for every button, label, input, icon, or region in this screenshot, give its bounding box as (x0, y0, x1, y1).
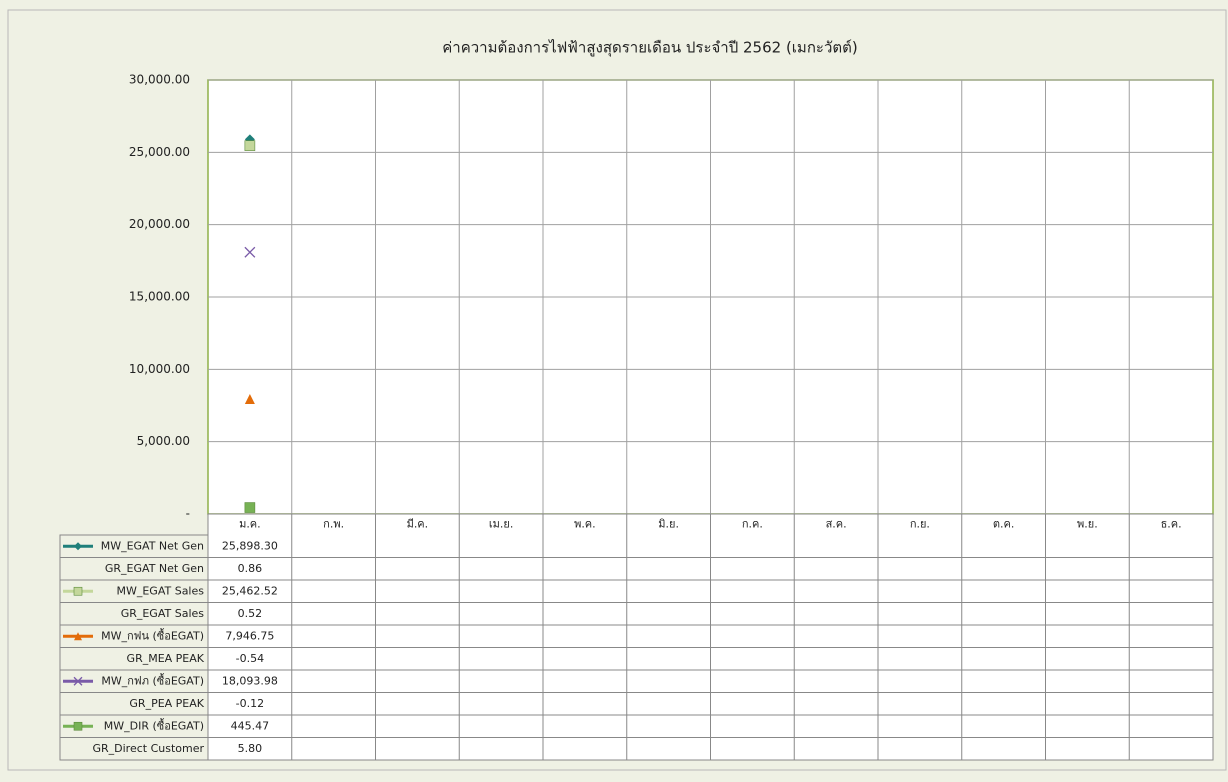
legend-label: GR_PEA PEAK (129, 697, 204, 710)
x-tick-label: พ.ค. (574, 518, 596, 531)
table-value: 5.80 (238, 742, 263, 755)
chart-title: ค่าความต้องการไฟฟ้าสูงสุดรายเดือน ประจำป… (442, 39, 857, 58)
table-value: -0.12 (236, 697, 264, 710)
legend-label: MW_DIR (ซื้อEGAT) (104, 717, 204, 732)
point (244, 246, 256, 258)
y-tick-label: 30,000.00 (129, 73, 190, 87)
legend-label: MW_กฟน (ซื้อEGAT) (101, 627, 204, 642)
x-tick-label: ก.ย. (910, 518, 930, 531)
x-tick-label: เม.ย. (489, 518, 513, 531)
table-value: 0.86 (238, 562, 263, 575)
legend-label: GR_EGAT Net Gen (105, 562, 204, 575)
y-tick-label: - (186, 507, 190, 521)
x-tick-label: ธ.ค. (1161, 518, 1182, 531)
x-tick-label: ม.ค. (239, 518, 261, 531)
x-tick-label: พ.ย. (1077, 518, 1098, 531)
table-value: -0.54 (236, 652, 264, 665)
y-tick-label: 5,000.00 (137, 434, 190, 448)
legend-label: MW_EGAT Net Gen (101, 539, 204, 552)
point (244, 502, 256, 513)
x-tick-label: มิ.ย. (658, 518, 679, 531)
legend-marker (74, 542, 82, 551)
x-tick-label: ส.ค. (826, 518, 847, 531)
table-value: 25,462.52 (222, 584, 278, 597)
table-value: 18,093.98 (222, 674, 278, 687)
table-value: 0.52 (238, 607, 263, 620)
point (244, 394, 255, 405)
x-tick-label: ก.ค. (742, 518, 763, 531)
legend-label: GR_Direct Customer (92, 742, 204, 755)
table-value: 7,946.75 (225, 629, 274, 642)
legend-marker (73, 586, 83, 596)
legend-label: MW_กฟภ (ซื้อEGAT) (101, 672, 204, 687)
y-tick-label: 15,000.00 (129, 290, 190, 304)
legend-marker (73, 721, 83, 731)
legend-marker (74, 632, 82, 641)
x-tick-label: มี.ค. (407, 518, 429, 531)
legend-marker (73, 676, 83, 686)
y-tick-label: 25,000.00 (129, 145, 190, 159)
point (244, 140, 256, 151)
x-tick-label: ก.พ. (323, 518, 344, 531)
table-value: 445.47 (231, 719, 270, 732)
y-tick-label: 10,000.00 (129, 362, 190, 376)
y-tick-label: 20,000.00 (129, 217, 190, 231)
table-value: 25,898.30 (222, 539, 278, 552)
x-tick-label: ต.ค. (993, 518, 1015, 531)
legend-label: MW_EGAT Sales (116, 584, 204, 597)
legend-label: GR_MEA PEAK (127, 652, 205, 665)
legend-label: GR_EGAT Sales (121, 607, 205, 620)
